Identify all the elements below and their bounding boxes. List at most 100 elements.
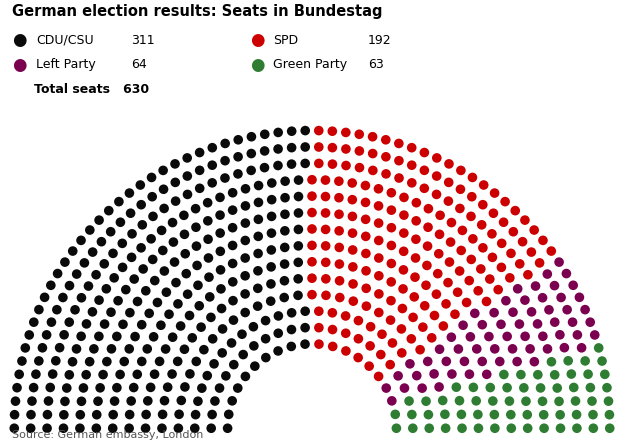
- Point: [267, 179, 277, 186]
- Point: [444, 160, 454, 168]
- Point: [240, 309, 250, 316]
- Point: [464, 371, 474, 378]
- Point: [502, 384, 512, 391]
- Point: [17, 358, 27, 365]
- Point: [253, 303, 263, 310]
- Point: [429, 312, 439, 319]
- Point: [396, 325, 406, 333]
- Point: [398, 285, 408, 292]
- Point: [523, 271, 533, 278]
- Point: [520, 296, 530, 304]
- Text: Source: German embassy, London: Source: German embassy, London: [12, 430, 204, 440]
- Point: [432, 173, 442, 180]
- Point: [101, 285, 111, 292]
- Point: [555, 425, 565, 432]
- Point: [215, 229, 225, 236]
- Point: [488, 397, 498, 405]
- Point: [505, 274, 515, 282]
- Point: [85, 358, 95, 365]
- Point: [374, 202, 384, 210]
- Point: [92, 411, 102, 418]
- Point: [193, 398, 203, 405]
- Point: [110, 397, 120, 405]
- Point: [374, 272, 384, 279]
- Point: [253, 216, 263, 223]
- Point: [233, 384, 243, 392]
- Point: [158, 186, 168, 193]
- Point: [142, 346, 152, 353]
- Point: [181, 270, 191, 277]
- Point: [563, 357, 573, 364]
- Point: [353, 354, 363, 361]
- Text: ●: ●: [12, 31, 27, 49]
- Point: [321, 242, 331, 249]
- Point: [11, 397, 21, 405]
- Point: [72, 270, 82, 278]
- Point: [434, 250, 444, 257]
- Point: [411, 254, 421, 261]
- Point: [286, 343, 296, 350]
- Point: [477, 358, 487, 365]
- Point: [462, 299, 472, 306]
- Point: [280, 211, 290, 218]
- Point: [240, 373, 250, 380]
- Point: [476, 266, 486, 273]
- Point: [529, 358, 539, 365]
- Point: [127, 230, 137, 237]
- Point: [228, 316, 238, 324]
- Point: [361, 303, 371, 310]
- Point: [260, 131, 270, 138]
- Point: [62, 384, 72, 392]
- Point: [341, 347, 351, 354]
- Point: [341, 312, 351, 320]
- Point: [207, 179, 217, 186]
- Point: [348, 263, 358, 270]
- Point: [138, 266, 148, 273]
- Point: [385, 361, 395, 368]
- Point: [418, 324, 428, 331]
- Point: [29, 384, 39, 391]
- Point: [550, 319, 560, 326]
- Point: [42, 331, 52, 338]
- Point: [145, 384, 155, 391]
- Point: [158, 167, 168, 174]
- Point: [79, 384, 89, 392]
- Point: [394, 157, 404, 164]
- Point: [520, 216, 530, 224]
- Point: [386, 278, 396, 286]
- Point: [555, 411, 565, 418]
- Point: [431, 291, 441, 298]
- Point: [89, 345, 99, 352]
- Point: [374, 219, 384, 227]
- Point: [603, 397, 613, 405]
- Point: [223, 425, 233, 432]
- Point: [59, 425, 69, 432]
- Text: German election results: Seats in Bundestag: German election results: Seats in Bundes…: [12, 4, 383, 20]
- Point: [597, 358, 607, 365]
- Point: [335, 294, 345, 301]
- Point: [516, 371, 526, 378]
- Point: [158, 411, 168, 418]
- Point: [422, 243, 432, 250]
- Point: [514, 320, 524, 328]
- Point: [180, 384, 190, 391]
- Point: [67, 358, 77, 365]
- Point: [273, 129, 283, 136]
- Point: [266, 298, 276, 305]
- Point: [34, 357, 44, 364]
- Point: [119, 358, 129, 365]
- Point: [170, 198, 180, 205]
- Point: [240, 237, 250, 244]
- Point: [113, 297, 123, 304]
- Point: [37, 344, 47, 351]
- Point: [180, 250, 190, 257]
- Point: [307, 274, 317, 282]
- Point: [555, 331, 565, 338]
- Point: [521, 398, 531, 405]
- Point: [160, 346, 170, 353]
- Point: [466, 256, 476, 263]
- Point: [411, 199, 421, 206]
- Point: [348, 196, 358, 203]
- Point: [446, 333, 456, 341]
- Point: [148, 213, 158, 220]
